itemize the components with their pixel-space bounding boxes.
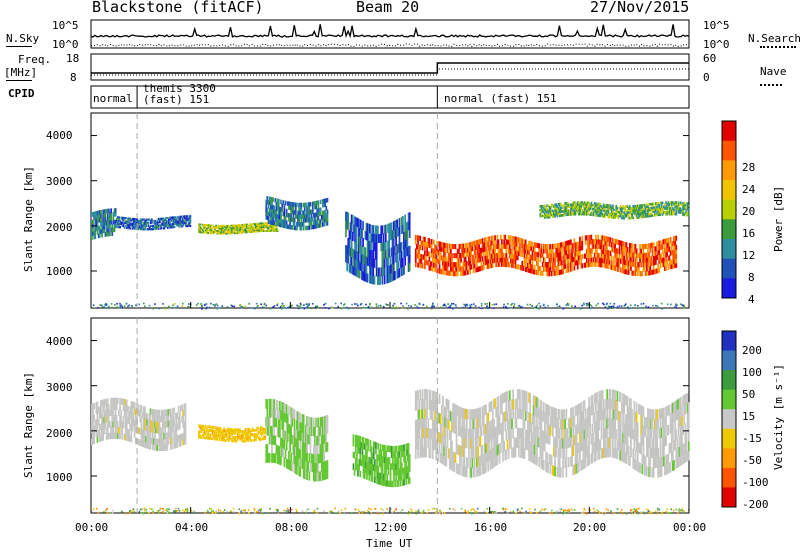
freq-panel-frame — [90, 53, 690, 81]
nsky-label: N.Sky — [6, 32, 40, 45]
power-band-3 — [265, 196, 329, 231]
power-ytick-2000: 2000 — [46, 221, 73, 234]
velocity-band-3 — [352, 434, 411, 488]
velocity-colorbar-step-2 — [722, 370, 736, 391]
cpid-segment-1: normal — [93, 92, 133, 105]
station-title: Blackstone (fitACF) — [92, 0, 264, 16]
vel-cbar-tick-100: 100 — [742, 366, 762, 379]
power-cbar-tick-8: 8 — [748, 271, 755, 284]
nave-legend-line — [760, 84, 782, 86]
power-ytick-1000: 1000 — [46, 265, 73, 278]
power-colorbar-step-4 — [722, 199, 736, 220]
power-colorbar-step-5 — [722, 219, 736, 240]
power-colorbar-step-0 — [722, 121, 736, 142]
date-title: 27/Nov/2015 — [590, 0, 690, 16]
cpid-label: CPID — [8, 87, 35, 100]
freq-left-tick-bottom: 8 — [70, 71, 77, 84]
velocity-colorbar-step-6 — [722, 448, 736, 469]
vel-cbar-tick-m50: -50 — [742, 454, 762, 467]
velocity-band-0 — [91, 397, 187, 452]
power-band-4 — [345, 211, 411, 285]
velocity-colorbar-step-8 — [722, 487, 736, 508]
cpid-segment-2-line2: (fast) 151 — [143, 93, 210, 106]
velocity-colorbar-step-5 — [722, 428, 736, 449]
vel-cbar-tick-50: 50 — [742, 388, 756, 401]
xtick-4: 16:00 — [474, 521, 508, 534]
sky-right-tick-bottom: 10^0 — [703, 38, 730, 51]
velocity-band-2 — [265, 398, 329, 482]
freq-series — [91, 62, 689, 74]
freq-unit-label: [MHz] — [4, 66, 38, 79]
power-cbar-tick-28: 28 — [742, 161, 756, 174]
power-colorbar-step-6 — [722, 239, 736, 260]
sky-panel-frame — [90, 19, 690, 49]
power-cbar-tick-20: 20 — [742, 205, 756, 218]
xtick-2: 08:00 — [275, 521, 309, 534]
power-cbar-tick-24: 24 — [742, 183, 756, 196]
sky-right-tick-top: 10^5 — [703, 19, 730, 32]
velocity-ytick-3000: 3000 — [46, 381, 73, 394]
vel-cbar-tick-200: 200 — [742, 344, 762, 357]
beam-title: Beam 20 — [356, 0, 420, 16]
velocity-colorbar-step-3 — [722, 389, 736, 410]
velocity-ytick-1000: 1000 — [46, 471, 73, 484]
power-band-5 — [414, 234, 678, 277]
velocity-colorbar-step-7 — [722, 467, 736, 488]
nave-right-tick-bottom: 0 — [703, 71, 710, 84]
nsearch-label: N.Search — [748, 32, 800, 45]
nave-series — [91, 68, 689, 76]
power-colorbar-step-8 — [722, 278, 736, 299]
power-colorbar-step-1 — [722, 140, 736, 161]
velocity-ytick-2000: 2000 — [46, 427, 73, 440]
nsearch-series — [90, 43, 690, 48]
power-band-6 — [539, 201, 690, 220]
velocity-band-4 — [414, 389, 690, 478]
power-ytick-3000: 3000 — [46, 175, 73, 188]
power-colorbar-step-7 — [722, 258, 736, 279]
xlabel: Time UT — [366, 537, 413, 550]
vel-cbar-tick-m200: -200 — [742, 498, 769, 511]
velocity-band-1 — [198, 424, 267, 443]
power-cbar-tick-12: 12 — [742, 249, 756, 262]
power-ytick-4000: 4000 — [46, 129, 73, 142]
sky-left-tick-bottom: 10^0 — [52, 38, 79, 51]
cpid-panel-frame — [90, 85, 690, 109]
power-cbar-tick-16: 16 — [742, 227, 756, 240]
nave-label: Nave — [760, 65, 787, 78]
vel-cbar-tick-m100: -100 — [742, 476, 769, 489]
nave-right-tick-top: 60 — [703, 52, 717, 65]
cpid-segment-2: themis 3300 — [143, 82, 216, 95]
velocity-ytick-4000: 4000 — [46, 335, 73, 348]
power-band-2 — [198, 222, 279, 235]
xtick-6: 00:00 — [673, 521, 707, 534]
power-colorbar-frame — [721, 120, 737, 299]
xtick-3: 12:00 — [374, 521, 408, 534]
nsky-legend-line — [6, 46, 32, 47]
freq-legend-line — [6, 80, 32, 81]
power-band-0 — [91, 208, 117, 240]
power-near-range-noise — [92, 302, 686, 310]
xtick-1: 04:00 — [175, 521, 209, 534]
vel-cbar-tick-15: 15 — [742, 410, 756, 423]
velocity-colorbar-step-4 — [722, 409, 736, 430]
power-colorbar-step-2 — [722, 160, 736, 181]
vel-cbar-tick-m15: -15 — [742, 432, 762, 445]
sky-left-tick-top: 10^5 — [52, 19, 79, 32]
cpid-segment-3: normal (fast) 151 — [444, 92, 557, 105]
xtick-0: 00:00 — [75, 521, 109, 534]
power-band-1 — [115, 215, 192, 231]
power-cbar-tick-4: 4 — [748, 293, 755, 306]
power-colorbar-step-3 — [722, 180, 736, 201]
velocity-near-range-noise — [91, 507, 690, 515]
nsearch-legend-line — [760, 46, 796, 48]
velocity-colorbar-step-1 — [722, 350, 736, 371]
xtick-5: 20:00 — [573, 521, 607, 534]
velocity-colorbar-frame — [721, 330, 737, 508]
freq-left-tick-top: 18 — [66, 52, 80, 65]
velocity-colorbar-step-0 — [722, 331, 736, 352]
nsky-series — [90, 24, 690, 39]
freq-label: Freq. — [18, 53, 52, 66]
